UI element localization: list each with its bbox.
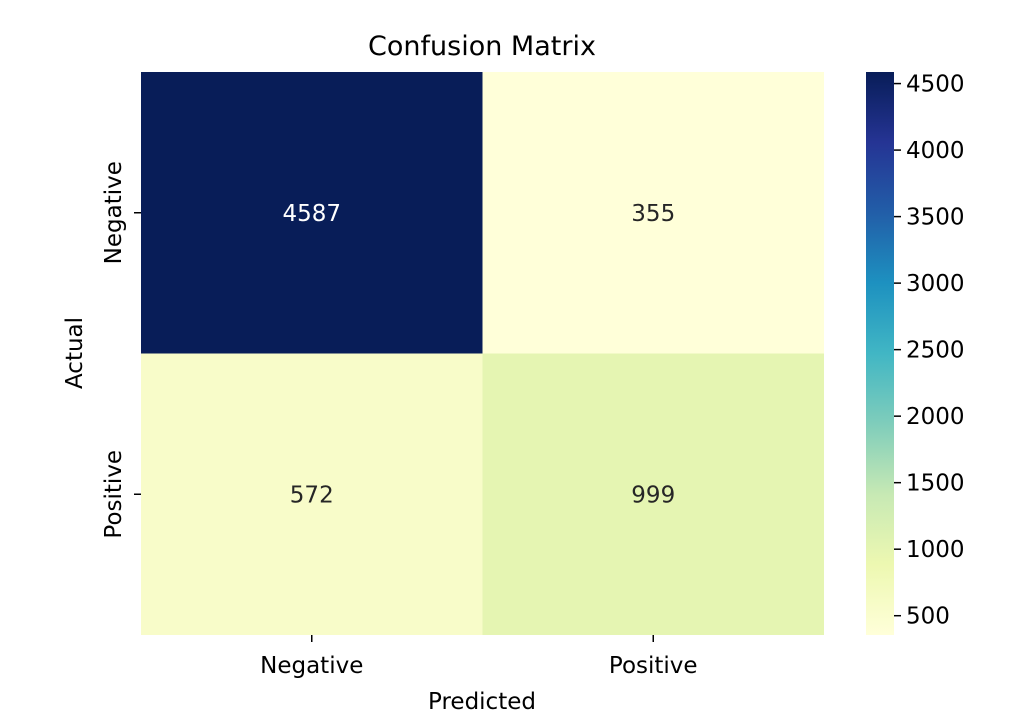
colorbar-tick-label: 2000 [906, 404, 965, 430]
cell-value-label: 999 [631, 482, 675, 508]
heatmap-cell [141, 72, 483, 354]
colorbar-ticks: 500 1000 1500 2000 2500 3000 3500 4000 4500 [894, 72, 965, 630]
x-axis-label: Predicted [428, 689, 536, 715]
colorbar-tick-label: 3000 [906, 271, 965, 297]
y-axis: Negative Positive [101, 161, 141, 539]
x-tick-label: Negative [260, 653, 363, 679]
heatmap-annotations: 4587 355 572 999 [282, 201, 675, 509]
y-axis-label: Actual [62, 317, 88, 389]
x-tick-label: Positive [609, 653, 698, 679]
heatmap-cell [482, 72, 824, 354]
x-axis: Negative Positive [260, 635, 698, 679]
heatmap-cell [141, 353, 483, 635]
colorbar-tick-label: 4000 [906, 138, 965, 164]
cell-value-label: 572 [290, 482, 334, 508]
y-tick-label: Negative [101, 161, 127, 264]
colorbar-tick-label: 1500 [906, 471, 965, 497]
y-tick-label: Positive [101, 450, 127, 539]
colorbar-tick-label: 500 [906, 604, 950, 630]
colorbar [866, 72, 894, 635]
heatmap-cells [141, 72, 824, 635]
colorbar-tick-label: 2500 [906, 338, 965, 364]
colorbar-tick-label: 4500 [906, 72, 965, 98]
cell-value-label: 4587 [282, 201, 341, 227]
chart-title: Confusion Matrix [368, 31, 596, 62]
heatmap-cell [482, 353, 824, 635]
colorbar-tick-label: 1000 [906, 537, 965, 563]
cell-value-label: 355 [631, 201, 675, 227]
colorbar-tick-label: 3500 [906, 205, 965, 231]
